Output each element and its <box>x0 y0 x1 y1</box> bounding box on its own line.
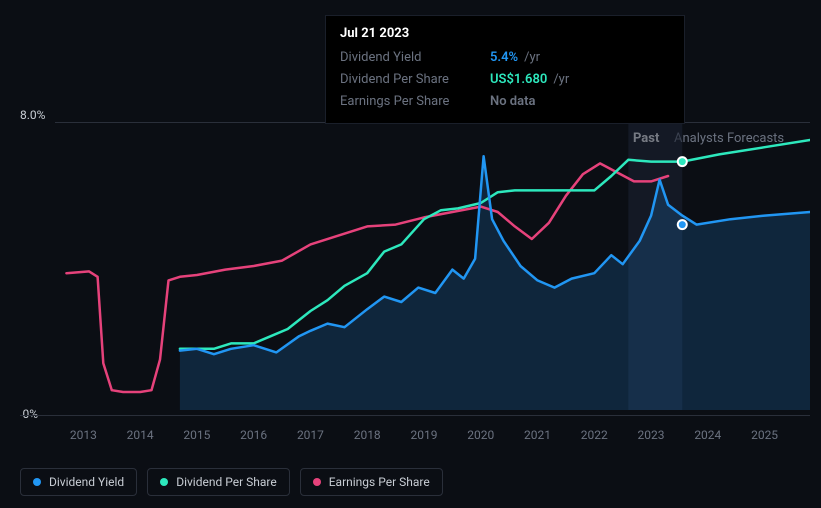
legend-label: Earnings Per Share <box>329 475 430 489</box>
x-axis-label: 2017 <box>295 428 325 442</box>
legend-item-earnings-per-share[interactable]: Earnings Per Share <box>300 468 443 496</box>
tooltip-row-value: 5.4% <box>490 47 518 69</box>
chart-svg <box>20 110 810 420</box>
x-axis-label: 2022 <box>579 428 609 442</box>
tooltip-row-label: Dividend Yield <box>340 47 490 69</box>
legend-dot-icon <box>160 478 168 486</box>
x-axis-label: 2019 <box>409 428 439 442</box>
tooltip-row-label: Dividend Per Share <box>340 69 490 91</box>
chart-tooltip: Jul 21 2023 Dividend Yield5.4%/yrDividen… <box>325 15 685 124</box>
tooltip-date: Jul 21 2023 <box>340 26 670 41</box>
tooltip-row: Earnings Per ShareNo data <box>340 91 670 113</box>
x-axis-label: 2016 <box>239 428 269 442</box>
legend-item-dividend-per-share[interactable]: Dividend Per Share <box>147 468 290 496</box>
tooltip-row-unit: /yr <box>524 47 540 69</box>
legend-label: Dividend Yield <box>49 475 124 489</box>
chart-area[interactable] <box>20 110 810 420</box>
legend-item-dividend-yield[interactable]: Dividend Yield <box>20 468 137 496</box>
tooltip-row: Dividend Per ShareUS$1.680/yr <box>340 69 670 91</box>
x-axis-label: 2024 <box>693 428 723 442</box>
legend-dot-icon <box>33 478 41 486</box>
legend: Dividend Yield Dividend Per Share Earnin… <box>20 468 443 496</box>
tooltip-row-label: Earnings Per Share <box>340 91 490 113</box>
legend-label: Dividend Per Share <box>176 475 277 489</box>
x-axis-label: 2015 <box>182 428 212 442</box>
tooltip-row: Dividend Yield5.4% /yr <box>340 47 670 69</box>
x-axis-label: 2025 <box>750 428 780 442</box>
x-axis-label: 2018 <box>352 428 382 442</box>
x-axis-label: 2021 <box>523 428 553 442</box>
legend-dot-icon <box>313 478 321 486</box>
x-axis-label: 2020 <box>466 428 496 442</box>
tooltip-row-value: No data <box>490 91 535 113</box>
tooltip-row-unit: /yr <box>553 69 569 91</box>
x-axis-label: 2014 <box>125 428 155 442</box>
x-axis-label: 2013 <box>68 428 98 442</box>
tooltip-row-value: US$1.680 <box>490 69 547 91</box>
x-axis-label: 2023 <box>636 428 666 442</box>
gridline-bottom <box>20 415 810 416</box>
